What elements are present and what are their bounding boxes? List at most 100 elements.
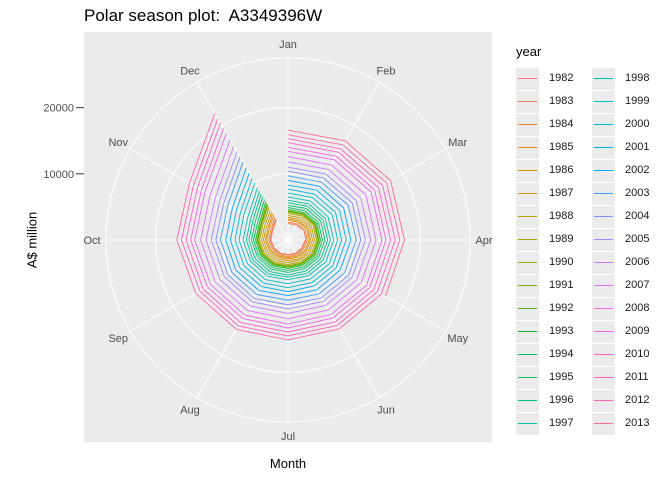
series-line-1987 (263, 211, 313, 261)
series-line-2012 (176, 113, 401, 341)
series-line-1983 (269, 218, 307, 256)
legend-key (516, 252, 539, 274)
legend-label: 2012 (625, 394, 650, 406)
legend-label: 2000 (625, 118, 650, 130)
legend-key (516, 367, 539, 389)
legend-key (516, 298, 539, 320)
legend-label: 2006 (625, 256, 650, 268)
month-label: Apr (475, 235, 492, 247)
legend-label: 2005 (625, 233, 650, 245)
legend-label: 1982 (549, 72, 574, 84)
series-line-2011 (180, 118, 396, 337)
legend-label: 2007 (625, 279, 650, 291)
legend-key (516, 390, 539, 412)
y-tick-label: 10000 (43, 169, 74, 181)
legend-key (592, 344, 615, 366)
legend-label: 1985 (549, 141, 574, 153)
legend-label: 1988 (549, 210, 574, 222)
series-line-2013 (287, 129, 405, 297)
month-label: Dec (180, 65, 200, 77)
series-line-1984 (268, 216, 308, 258)
legend-key (592, 413, 615, 435)
legend-label: 1986 (549, 164, 574, 176)
legend-key (592, 367, 615, 389)
legend-key (516, 275, 539, 297)
series-line-1999 (238, 182, 339, 285)
legend-key (592, 206, 615, 228)
series-line-2005 (210, 151, 366, 310)
series-line-2004 (215, 156, 362, 306)
legend-label: 2010 (625, 348, 650, 360)
legend-label: 1996 (549, 394, 574, 406)
legend-key (516, 206, 539, 228)
legend-key (592, 275, 615, 297)
legend-label: 2003 (625, 187, 650, 199)
legend-key (592, 183, 615, 205)
month-label: Oct (83, 235, 100, 247)
legend-key (592, 390, 615, 412)
y-axis-labels: 10000 20000 (43, 103, 84, 181)
month-label: Jul (281, 431, 295, 443)
x-axis-title: Month (269, 456, 307, 471)
legend-key (516, 321, 539, 343)
series-line-1990 (257, 205, 319, 267)
legend-label: 1989 (549, 233, 574, 245)
series-lines (176, 113, 405, 341)
legend-title: year (516, 44, 542, 59)
legend-label: 2001 (625, 141, 650, 153)
series-line-2001 (229, 172, 347, 293)
legend-key (516, 114, 539, 136)
legend-label: 2002 (625, 164, 650, 176)
legend-label: 1990 (549, 256, 574, 268)
legend-key (592, 298, 615, 320)
series-line-2000 (234, 177, 343, 289)
series-line-1991 (257, 204, 319, 267)
legend-key (592, 91, 615, 113)
series-line-1993 (255, 201, 321, 269)
month-label: Feb (377, 65, 396, 77)
legend-label: 1995 (549, 371, 574, 383)
legend-label: 2013 (625, 417, 650, 429)
series-line-2003 (220, 161, 357, 301)
y-tick-label: 20000 (43, 103, 74, 115)
series-line-1998 (242, 187, 335, 281)
legend-label: 1993 (549, 325, 574, 337)
month-label: Aug (180, 405, 200, 417)
series-line-1995 (251, 196, 326, 273)
legend-label: 1987 (549, 187, 574, 199)
legend-label: 2008 (625, 302, 650, 314)
legend-key (516, 183, 539, 205)
legend-key (516, 413, 539, 435)
series-line-1992 (256, 203, 320, 268)
legend-key (592, 229, 615, 251)
polar-grid (105, 57, 471, 423)
legend-key (592, 137, 615, 159)
legend-key (516, 68, 539, 90)
grid-spoke (287, 239, 380, 398)
legend-key (592, 252, 615, 274)
legend-key (516, 229, 539, 251)
legend-label: 2004 (625, 210, 650, 222)
legend-key (516, 160, 539, 182)
legend-key (516, 91, 539, 113)
month-label: Mar (448, 137, 467, 149)
legend-label: 1984 (549, 118, 574, 130)
series-line-2002 (225, 167, 352, 297)
series-line-2006 (205, 145, 372, 314)
legend-label: 1998 (625, 72, 650, 84)
month-label: Jun (377, 405, 395, 417)
legend-key (516, 137, 539, 159)
series-line-1997 (245, 190, 331, 278)
chart-title: Polar season plot: A3349396W (84, 6, 323, 25)
series-line-2008 (194, 133, 383, 325)
series-line-1996 (248, 193, 329, 276)
grid-spoke (130, 239, 289, 332)
legend-key (592, 68, 615, 90)
legend-label: 2011 (625, 371, 649, 383)
legend-label: 1999 (625, 95, 650, 107)
legend-key (592, 160, 615, 182)
legend-key (592, 321, 615, 343)
month-label: Nov (108, 137, 128, 149)
legend-label: 1991 (549, 279, 574, 291)
